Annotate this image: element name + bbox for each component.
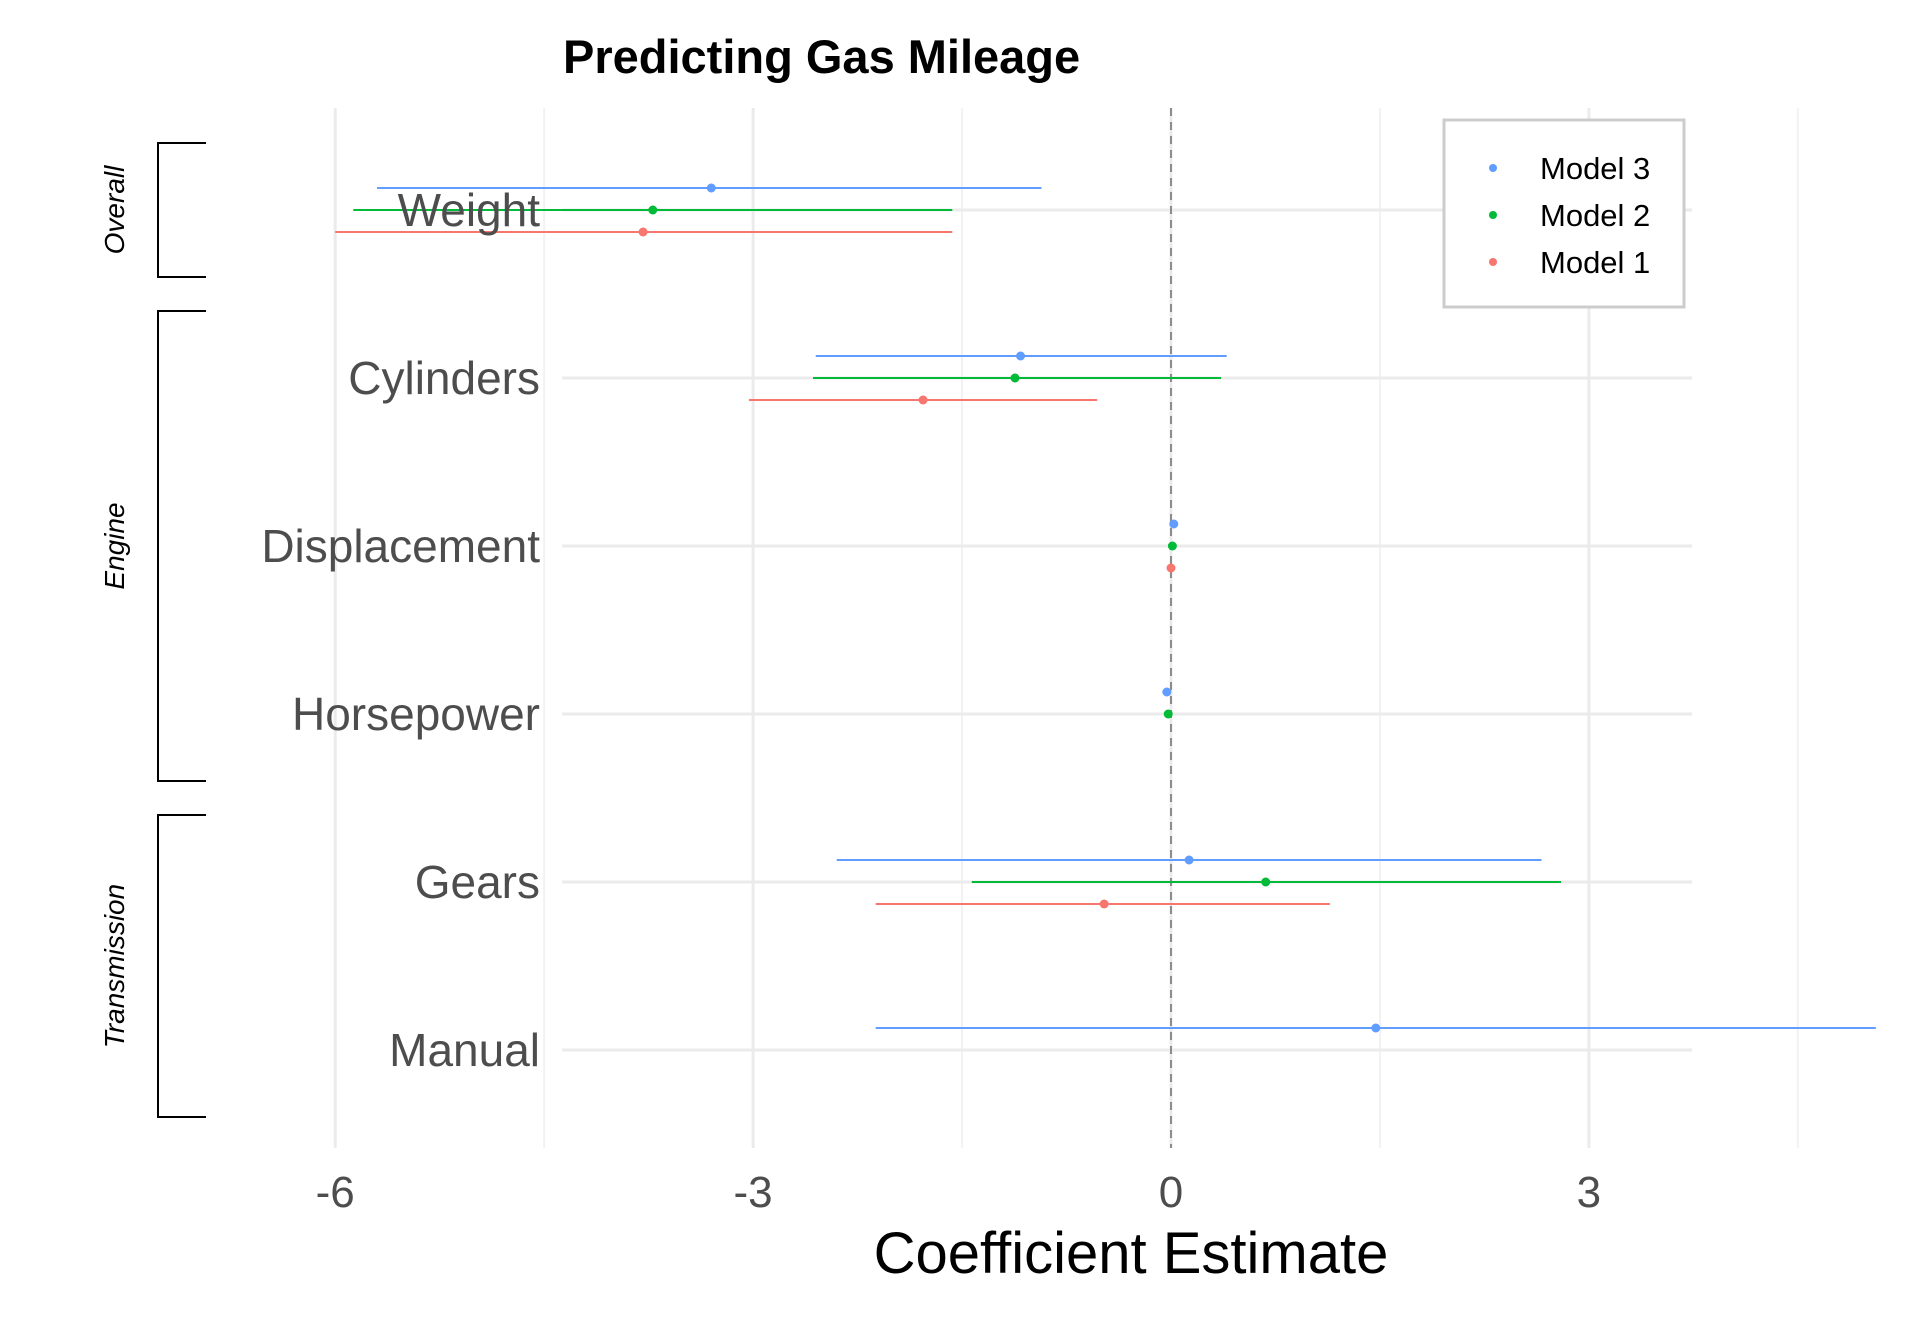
legend-swatch (1489, 211, 1497, 219)
legend-label: Model 3 (1540, 151, 1650, 186)
category-label: Cylinders (348, 352, 540, 404)
estimate-point (648, 205, 658, 215)
series-model-2 (353, 205, 1562, 887)
x-tick-label: -6 (316, 1168, 355, 1217)
estimate-point (1010, 373, 1020, 383)
estimate-point (1166, 563, 1176, 573)
estimate-point (1162, 687, 1172, 697)
legend-label: Model 1 (1540, 245, 1650, 280)
legend-item: Model 2 (1489, 198, 1650, 233)
group-overall: Overall (99, 142, 206, 278)
category-label: Horsepower (292, 688, 540, 740)
x-tick-labels: -6 -3 0 3 (316, 1168, 1602, 1217)
legend-item: Model 1 (1489, 245, 1650, 280)
legend-swatch (1489, 164, 1497, 172)
category-label: Manual (389, 1024, 540, 1076)
estimate-point (1167, 541, 1177, 551)
x-tick-label: 3 (1577, 1168, 1601, 1217)
x-tick-label: 0 (1159, 1168, 1183, 1217)
series-model-3 (376, 183, 1876, 1033)
group-brackets: Overall Engine Transmission (99, 142, 206, 1118)
category-labels: Weight Cylinders Displacement Horsepower Gea… (261, 184, 540, 1076)
coefficient-marks (335, 183, 1876, 1033)
legend-box (1442, 118, 1686, 309)
category-label: Gears (415, 856, 540, 908)
group-label: Overall (99, 165, 130, 254)
estimate-point (1016, 351, 1026, 361)
legend-label: Model 2 (1540, 198, 1650, 233)
estimate-point (638, 227, 648, 237)
category-label: Displacement (261, 520, 540, 572)
category-label: Weight (398, 184, 541, 236)
group-engine: Engine (99, 310, 206, 782)
group-transmission: Transmission (99, 814, 206, 1118)
estimate-point (706, 183, 716, 193)
estimate-point (1169, 519, 1179, 529)
group-label: Transmission (99, 884, 130, 1048)
series-model-1 (335, 227, 1330, 909)
estimate-point (1184, 855, 1194, 865)
chart-title: Predicting Gas Mileage (563, 30, 1080, 83)
estimate-point (1099, 899, 1109, 909)
estimate-point (918, 395, 928, 405)
legend-item: Model 3 (1489, 151, 1650, 186)
estimate-point (1261, 877, 1271, 887)
group-bracket (157, 814, 206, 1118)
legend: Model 3 Model 2 Model 1 (1442, 118, 1686, 309)
estimate-point (1163, 709, 1173, 719)
group-bracket (157, 310, 206, 782)
legend-swatch (1489, 258, 1497, 266)
group-bracket (157, 142, 206, 278)
estimate-point (1371, 1023, 1381, 1033)
x-axis-label: Coefficient Estimate (874, 1221, 1389, 1286)
group-label: Engine (99, 502, 130, 589)
x-tick-label: -3 (734, 1168, 773, 1217)
